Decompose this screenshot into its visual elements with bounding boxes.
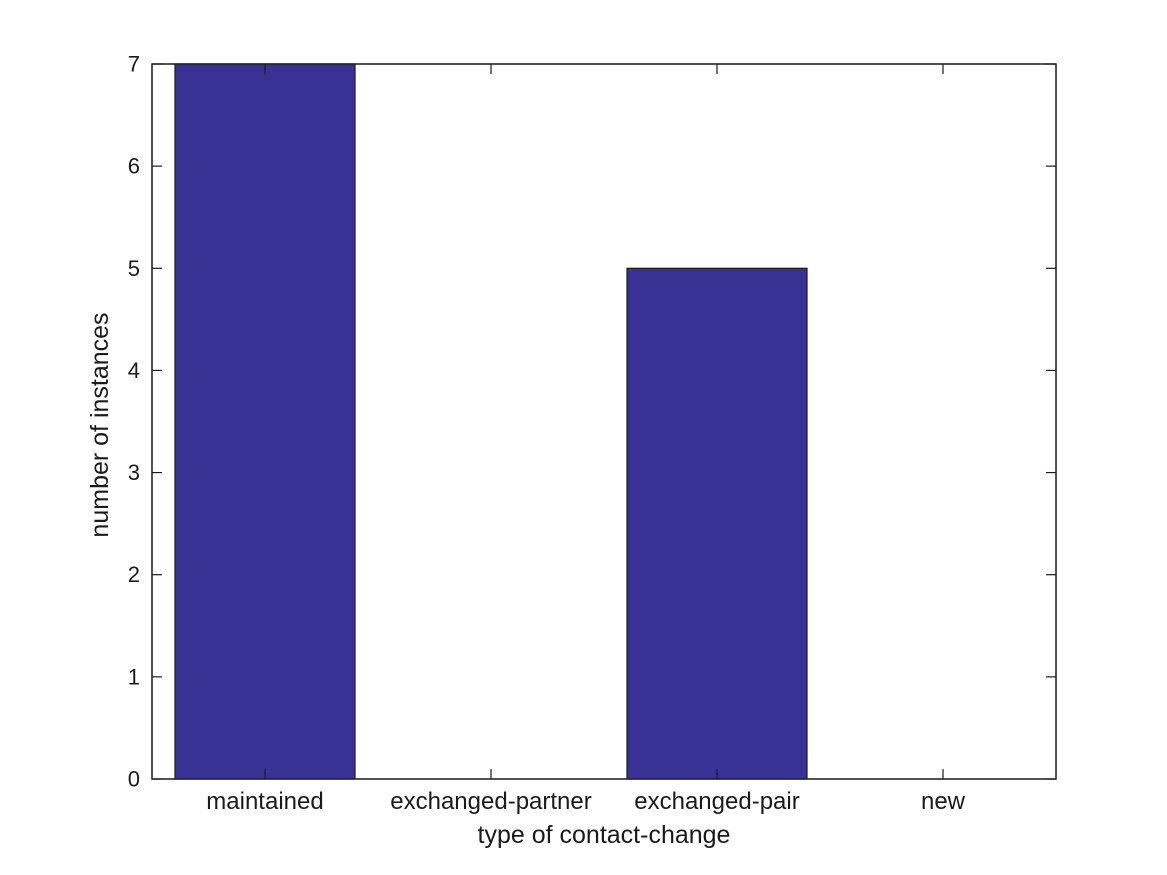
svg-text:7: 7 xyxy=(128,52,140,77)
svg-text:type of contact-change: type of contact-change xyxy=(478,821,731,849)
svg-text:exchanged-partner: exchanged-partner xyxy=(390,788,591,815)
svg-text:5: 5 xyxy=(128,256,140,281)
svg-text:maintained: maintained xyxy=(206,788,323,815)
svg-text:2: 2 xyxy=(128,562,140,587)
svg-text:exchanged-pair: exchanged-pair xyxy=(634,788,799,815)
svg-text:6: 6 xyxy=(128,154,140,179)
svg-text:4: 4 xyxy=(128,358,140,383)
svg-text:number of instances: number of instances xyxy=(86,312,114,537)
svg-text:1: 1 xyxy=(128,664,140,689)
svg-text:new: new xyxy=(921,788,966,815)
svg-text:3: 3 xyxy=(128,460,140,485)
svg-text:0: 0 xyxy=(128,767,140,792)
